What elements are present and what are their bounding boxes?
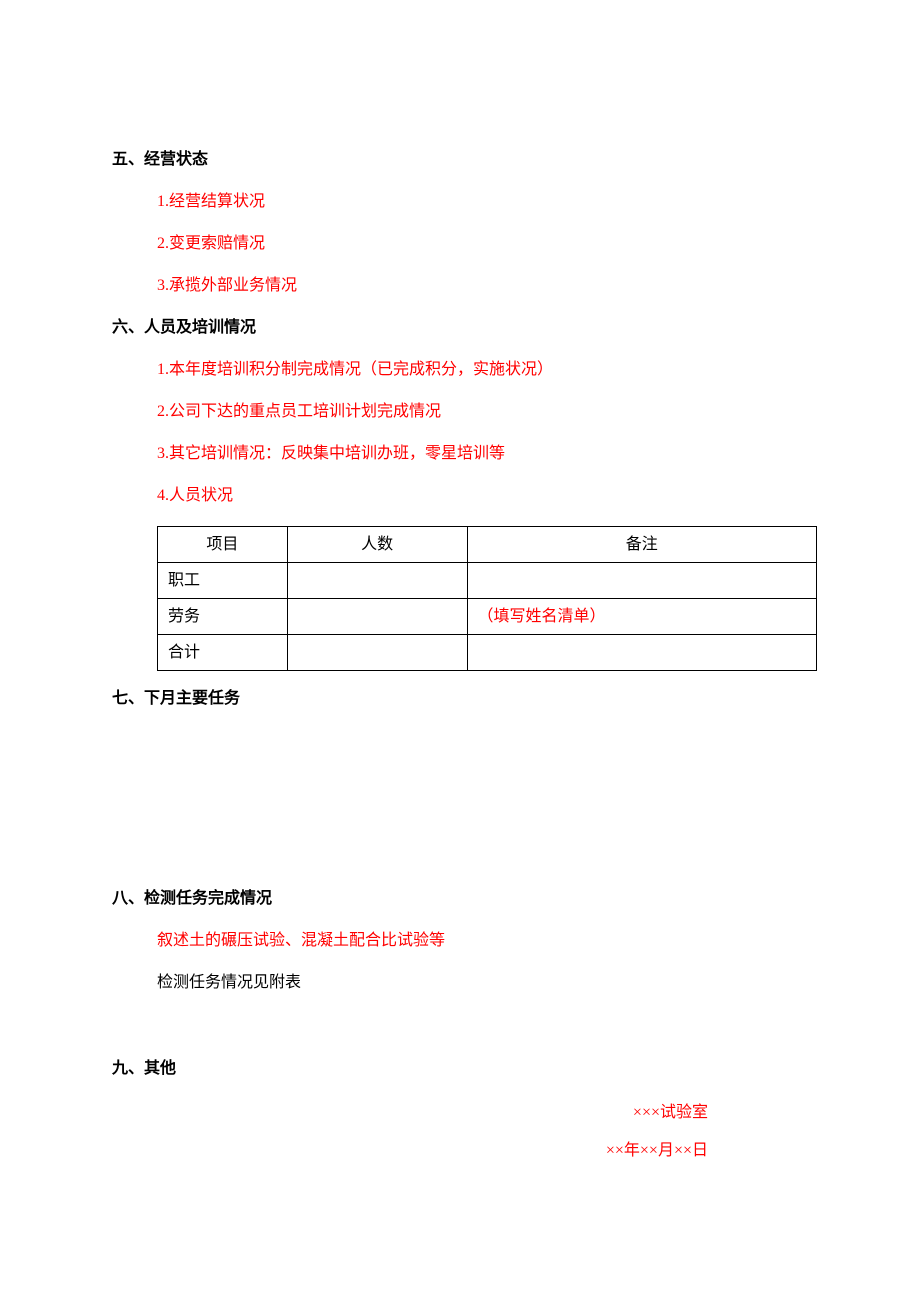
- section-8-red-item: 叙述土的碾压试验、混凝土配合比试验等: [157, 929, 808, 953]
- section-6-item-3: 3.其它培训情况：反映集中培训办班，零星培训等: [157, 442, 808, 466]
- table-row: 合计: [158, 635, 817, 671]
- personnel-table: 项目 人数 备注 职工 劳务 （填写姓名清单） 合计: [157, 526, 817, 671]
- signature-block: ×××试验室 ××年××月××日: [112, 1101, 708, 1163]
- spacer: [112, 727, 808, 887]
- section-5-item-2: 2.变更索赔情况: [157, 232, 808, 256]
- table-header-count: 人数: [287, 527, 467, 563]
- signature-date: ××年××月××日: [112, 1139, 708, 1163]
- table-row: 职工: [158, 563, 817, 599]
- section-8: 八、检测任务完成情况 叙述土的碾压试验、混凝土配合比试验等 检测任务情况见附表: [112, 887, 808, 995]
- section-6-item-1: 1.本年度培训积分制完成情况（已完成积分，实施状况）: [157, 358, 808, 382]
- table-header-note: 备注: [467, 527, 816, 563]
- section-5-heading: 五、经营状态: [112, 148, 808, 172]
- section-9: 九、其他: [112, 1057, 808, 1081]
- section-7: 七、下月主要任务: [112, 687, 808, 711]
- section-6-item-2: 2.公司下达的重点员工培训计划完成情况: [157, 400, 808, 424]
- section-6: 六、人员及培训情况 1.本年度培训积分制完成情况（已完成积分，实施状况） 2.公…: [112, 316, 808, 671]
- table-cell-label: 劳务: [158, 599, 288, 635]
- section-8-heading: 八、检测任务完成情况: [112, 887, 808, 911]
- signature-lab: ×××试验室: [112, 1101, 708, 1125]
- table-cell-count: [287, 563, 467, 599]
- section-5-item-3: 3.承揽外部业务情况: [157, 274, 808, 298]
- spacer: [112, 1013, 808, 1057]
- section-9-heading: 九、其他: [112, 1057, 808, 1081]
- section-5: 五、经营状态 1.经营结算状况 2.变更索赔情况 3.承揽外部业务情况: [112, 148, 808, 298]
- table-cell-note: （填写姓名清单）: [467, 599, 816, 635]
- section-8-black-item: 检测任务情况见附表: [157, 971, 808, 995]
- section-6-item-4: 4.人员状况: [157, 484, 808, 508]
- table-cell-count: [287, 599, 467, 635]
- table-row: 劳务 （填写姓名清单）: [158, 599, 817, 635]
- table-cell-label: 合计: [158, 635, 288, 671]
- table-header-row: 项目 人数 备注: [158, 527, 817, 563]
- table-cell-count: [287, 635, 467, 671]
- section-5-item-1: 1.经营结算状况: [157, 190, 808, 214]
- table-cell-note: [467, 635, 816, 671]
- table-header-item: 项目: [158, 527, 288, 563]
- table-cell-note: [467, 563, 816, 599]
- section-6-heading: 六、人员及培训情况: [112, 316, 808, 340]
- section-7-heading: 七、下月主要任务: [112, 687, 808, 711]
- table-cell-label: 职工: [158, 563, 288, 599]
